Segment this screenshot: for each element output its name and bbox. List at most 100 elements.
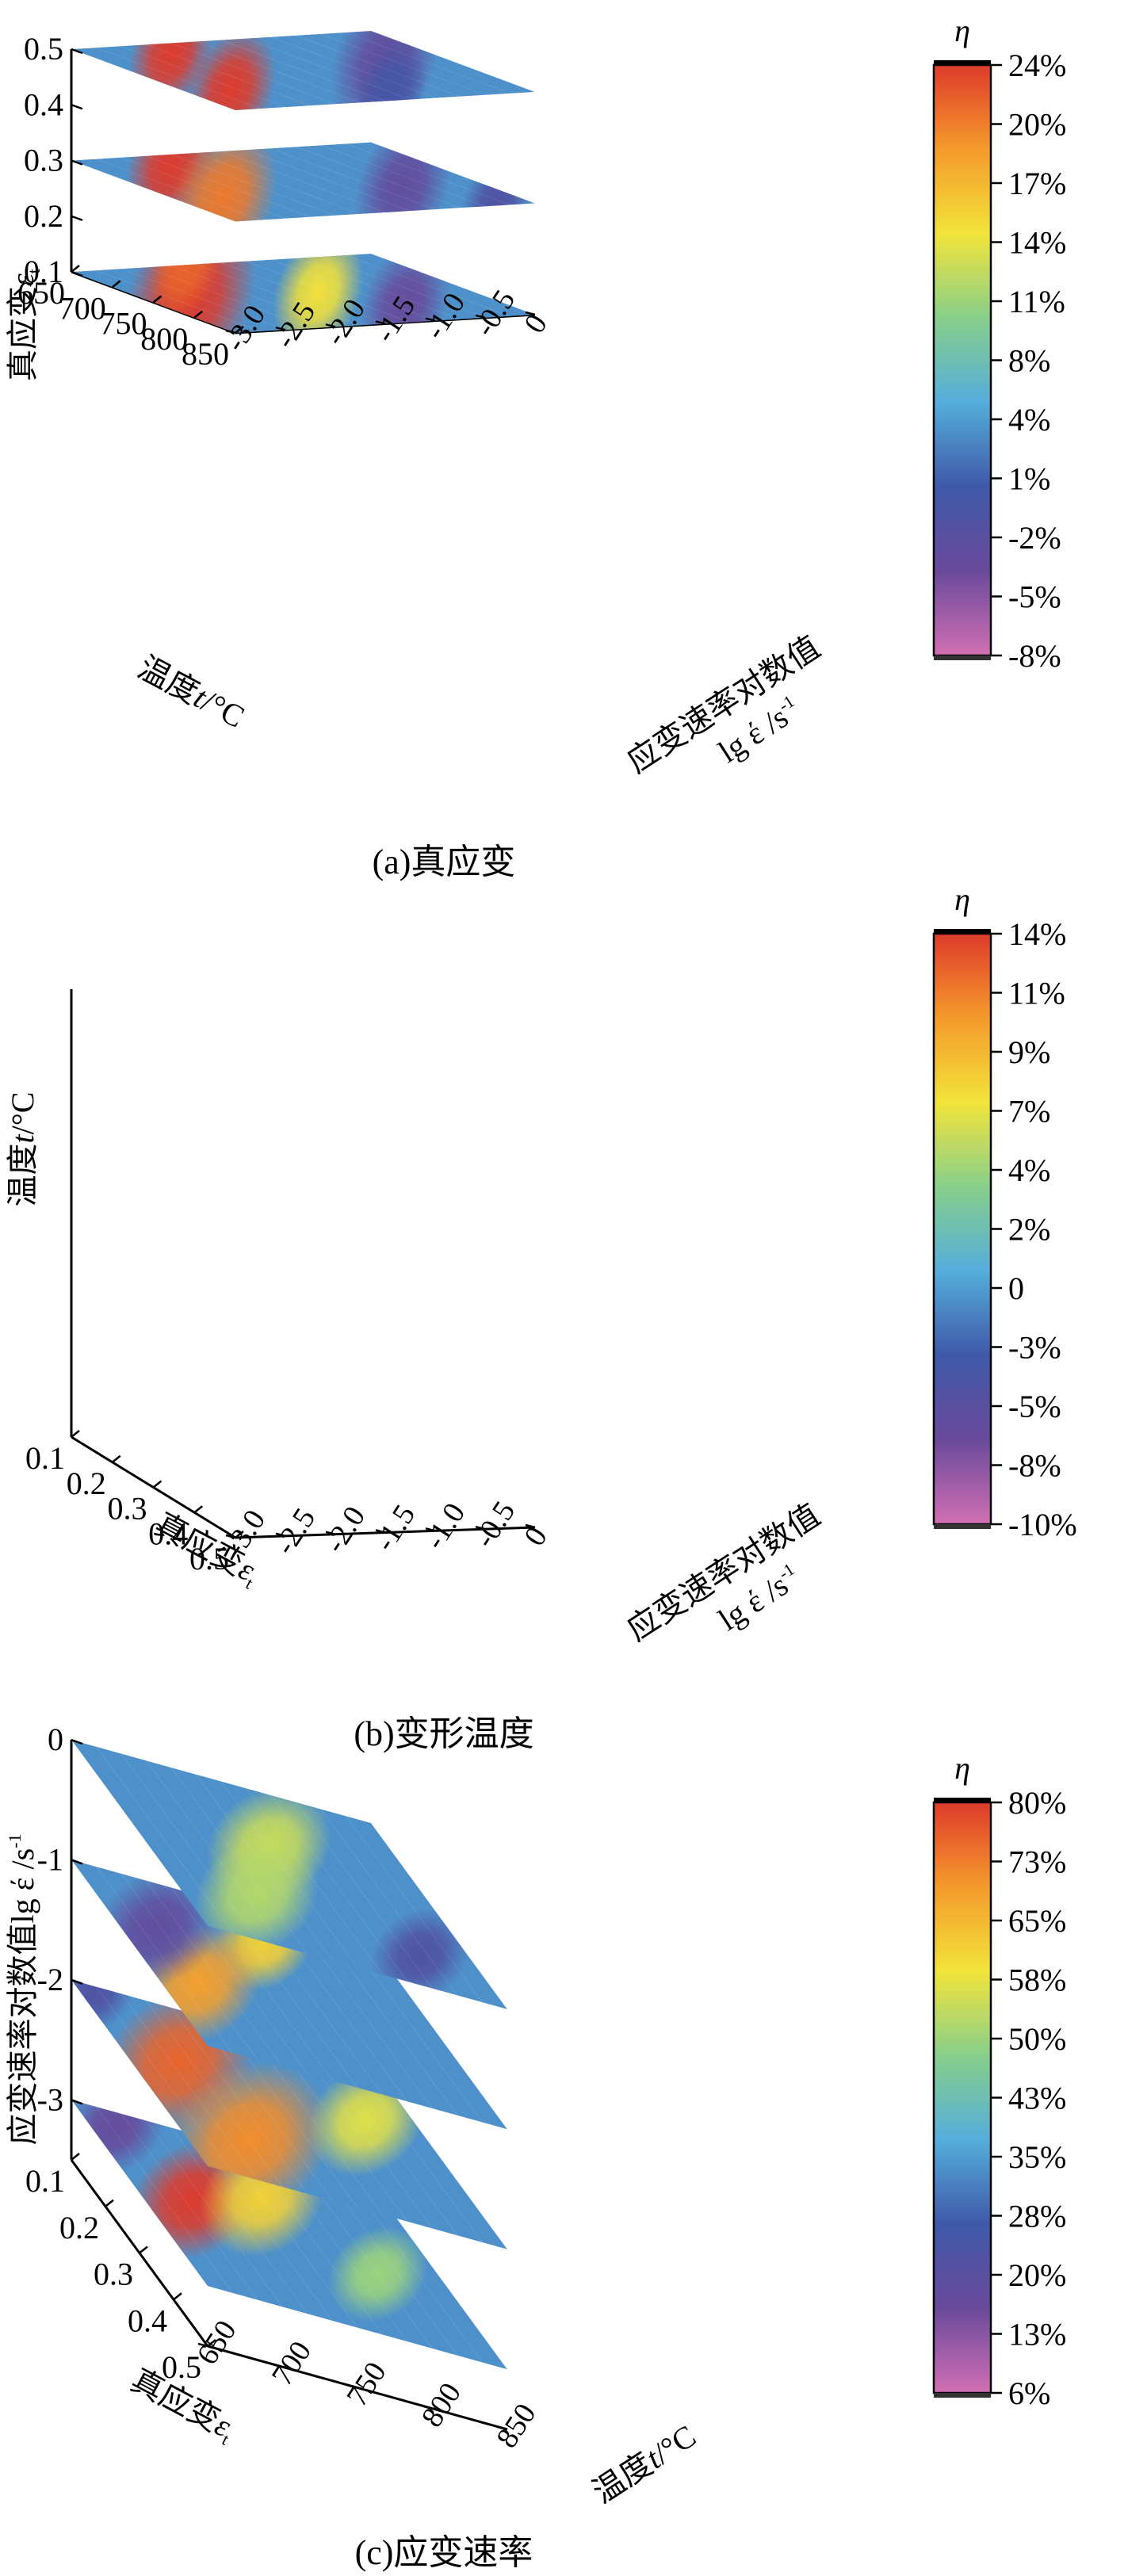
panel-a-true-strain: 0.10.20.30.40.5650700750800850-3.0-2.5-2… — [5, 13, 1066, 881]
vertical-tick — [71, 48, 83, 55]
right-tick — [375, 320, 386, 325]
slice-mesh-line — [270, 1794, 408, 1982]
right-tick — [225, 329, 236, 334]
slice-mesh-line — [120, 45, 286, 108]
slice-mesh-line — [170, 1767, 308, 1955]
colorbar-tick-label: 35% — [1008, 2139, 1066, 2175]
vertical-tick-label: 0.2 — [24, 198, 63, 234]
svg-text:温度t/°C: 温度t/°C — [5, 1092, 40, 1207]
slice-mesh-line — [270, 36, 436, 99]
left-tick — [152, 295, 162, 304]
colorbar-tick-label: 58% — [1008, 1963, 1066, 1998]
colorbar-tick-label: 4% — [1008, 402, 1050, 438]
right-tick-label: 800 — [415, 2377, 468, 2433]
left-tick-label: 0.5 — [162, 2349, 201, 2385]
slice-mesh-line — [170, 42, 336, 105]
slice-mesh-line — [146, 44, 311, 106]
slice-mesh-line — [120, 157, 286, 220]
panel-c-caption: (c)应变速率 — [355, 2533, 533, 2572]
right-tick-label: -2.0 — [318, 1500, 372, 1558]
panel-a-colorbar: η 24% 20% 17% 14% 11% 8% 4% 1% -2% -5% -8% — [932, 13, 1066, 674]
vertical-tick-label: 0 — [48, 1722, 63, 1757]
slice-mesh-line — [96, 1986, 233, 2173]
slice-mesh-line — [346, 32, 510, 94]
slice-mesh-line — [196, 152, 361, 215]
colorbar-gradient — [932, 932, 992, 1526]
colorbar-gradient — [932, 63, 992, 657]
right-tick-label: -1.0 — [418, 1497, 472, 1555]
left-tick-label: 650 — [17, 275, 65, 311]
slice-mesh-line — [196, 40, 361, 103]
vertical-tick — [71, 1859, 83, 1865]
right-tick — [275, 326, 286, 331]
slice-mesh-line — [96, 269, 261, 332]
panel-a-caption: (a)真应变 — [373, 843, 516, 881]
slice-mesh-line — [196, 263, 361, 326]
slice-mesh-line — [170, 265, 336, 327]
right-tick — [475, 314, 486, 319]
colorbar-tick-label: 20% — [1008, 2257, 1066, 2293]
slice-0.1 — [71, 254, 535, 333]
svg-text:温度t/°C: 温度t/°C — [587, 2417, 702, 2510]
colorbar-cap-top — [934, 60, 991, 65]
colorbar-title: η — [954, 1750, 970, 1786]
left-tick — [71, 265, 80, 273]
colorbar-tick-label: 24% — [1008, 48, 1066, 83]
colorbar-tick-label: 50% — [1008, 2021, 1066, 2057]
slice-mesh-line — [120, 1993, 258, 2180]
right-tick — [197, 2342, 208, 2348]
right-tick — [375, 1529, 386, 1534]
slice-0.3 — [71, 142, 535, 222]
colorbar-tick-label: 80% — [1008, 1785, 1066, 1821]
slice-mesh-line — [220, 262, 386, 324]
slice-mesh-line — [246, 261, 411, 323]
svg-text:真应变εt: 真应变εt — [5, 269, 44, 381]
colorbar-tick-label: 4% — [1008, 1152, 1050, 1188]
right-tick — [273, 2364, 283, 2368]
colorbar-cap-top — [934, 929, 991, 934]
slice-mesh-line — [320, 33, 486, 96]
right-tick-label: 850 — [490, 2398, 542, 2454]
left-tick-label: 0.4 — [148, 1515, 188, 1551]
left-tick — [71, 1430, 80, 1438]
slice-mesh-line — [120, 1753, 258, 1940]
colorbar-tick-label: 20% — [1008, 107, 1066, 143]
right-tick — [425, 1527, 436, 1532]
left-tick — [71, 2153, 80, 2161]
left-tick-label: 800 — [140, 321, 188, 357]
slice-mesh-line — [146, 2120, 283, 2307]
slice-mesh-line — [296, 35, 461, 97]
colorbar-tick-label: 43% — [1008, 2081, 1066, 2116]
slice-0.5 — [71, 31, 535, 110]
slice-blob — [185, 31, 277, 110]
left-tick — [139, 2245, 148, 2254]
vertical-tick-label: 0.4 — [24, 86, 63, 122]
slice-mesh-line — [170, 2007, 308, 2195]
vertical-tick-label: 0.1 — [24, 254, 63, 289]
vertical-tick — [71, 2099, 83, 2105]
slice-mesh-line — [196, 1774, 333, 1962]
slice-mesh-line — [320, 144, 486, 207]
slice-mesh-line — [220, 40, 386, 101]
right-tick-label: 700 — [266, 2335, 318, 2391]
panel-a-right-axis-label: 应变速率对数值 lg έ /s-1 — [621, 629, 826, 780]
colorbar-tick-label: 0 — [1008, 1271, 1024, 1306]
right-tick-label: 750 — [340, 2356, 392, 2413]
slice-mesh-line — [270, 147, 436, 210]
left-tick-label: 0.1 — [25, 1440, 65, 1476]
colorbar-cap-top — [934, 1798, 991, 1802]
slice-mesh-line — [246, 1787, 383, 1975]
colorbar-gradient — [932, 1801, 992, 2394]
slice-mesh-line — [346, 254, 510, 317]
right-tick-label: -2.5 — [268, 1502, 322, 1560]
slice-mesh-line — [296, 1802, 433, 1989]
left-tick-label: 700 — [59, 290, 106, 326]
panel-b-right-axis-label: 应变速率对数值 lg έ /s-1 — [621, 1497, 826, 1648]
colorbar-tick-label: 1% — [1008, 461, 1050, 497]
colorbar-tick-label: -8% — [1008, 638, 1061, 674]
vertical-tick-label: 0.5 — [24, 31, 63, 67]
vertical-tick — [71, 215, 83, 221]
right-tick — [275, 1532, 286, 1538]
slice-mesh-line — [320, 256, 486, 319]
